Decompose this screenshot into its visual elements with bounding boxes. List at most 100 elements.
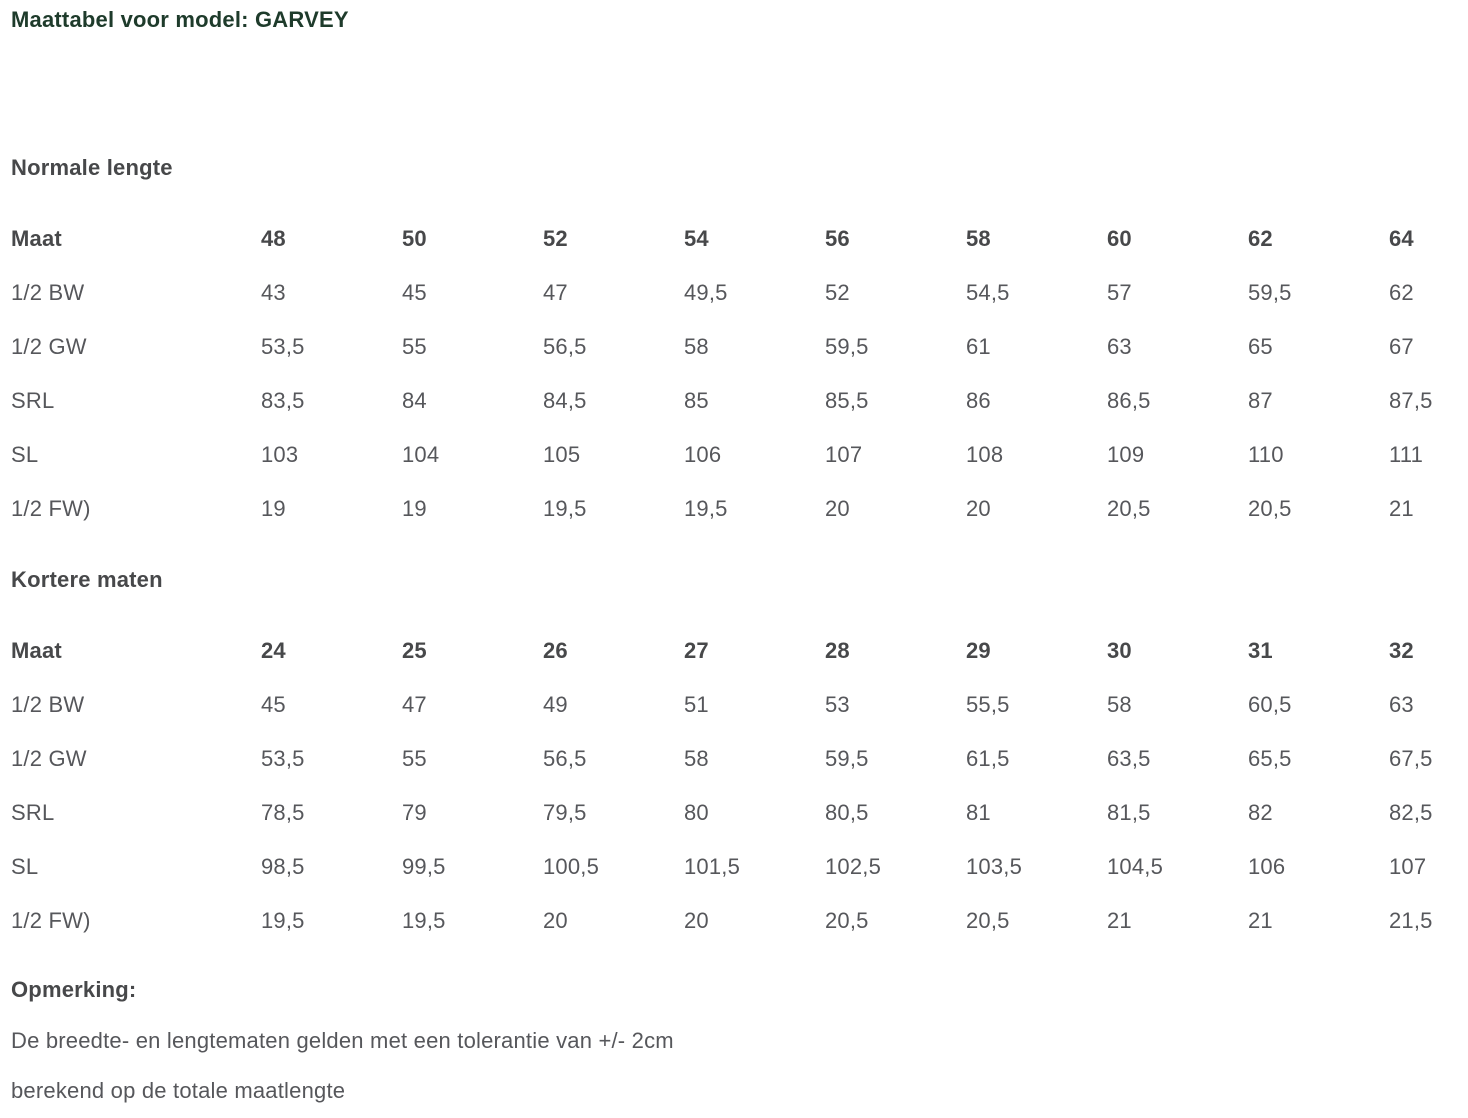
page-title: Maattabel voor model: GARVEY — [11, 7, 349, 32]
measurement-value: 20 — [825, 496, 850, 521]
measurement-value: 79 — [402, 800, 427, 825]
measurement-value: 56,5 — [543, 746, 587, 771]
measurement-value: 54,5 — [966, 280, 1010, 305]
measurement-value: 101,5 — [684, 854, 741, 879]
measurement-value: 79,5 — [543, 800, 587, 825]
measurement-value: 85,5 — [825, 388, 869, 413]
size-column-header: 64 — [1389, 226, 1414, 251]
measurement-value: 82 — [1248, 800, 1273, 825]
measurement-value: 58 — [1107, 692, 1132, 717]
measurement-value: 107 — [825, 442, 863, 467]
measurement-value: 98,5 — [261, 854, 305, 879]
section-kortere-maten: Kortere maten Maat 24 25 26 27 28 29 30 31 32 1/2… — [11, 566, 1457, 948]
measurement-value: 19 — [261, 496, 286, 521]
size-column-header: 28 — [825, 638, 850, 663]
measurement-value: 107 — [1389, 854, 1427, 879]
measurement-value: 43 — [261, 280, 286, 305]
size-column-header: 58 — [966, 226, 991, 251]
measurement-row: 1/2 BW 43 45 47 49,5 52 54,5 57 59,5 62 — [11, 266, 1457, 320]
measurement-value: 21 — [1107, 908, 1132, 933]
measurement-value: 63 — [1107, 334, 1132, 359]
measurement-value: 84 — [402, 388, 427, 413]
size-table-corner-label: Maat — [11, 638, 62, 663]
measurement-label: 1/2 FW) — [11, 496, 91, 521]
measurement-value: 82,5 — [1389, 800, 1433, 825]
measurement-row: SL 103 104 105 106 107 108 109 110 111 — [11, 428, 1457, 482]
measurement-value: 20,5 — [966, 908, 1010, 933]
measurement-value: 20 — [966, 496, 991, 521]
size-column-header: 29 — [966, 638, 991, 663]
measurement-value: 103,5 — [966, 854, 1023, 879]
measurement-label: SL — [11, 442, 39, 467]
measurement-value: 55 — [402, 746, 427, 771]
measurement-value: 110 — [1248, 442, 1284, 467]
measurement-row: 1/2 FW) 19 19 19,5 19,5 20 20 20,5 20,5 21 — [11, 482, 1457, 536]
measurement-value: 85 — [684, 388, 709, 413]
measurement-value: 51 — [684, 692, 709, 717]
size-table-normale-lengte: Maat 48 50 52 54 56 58 60 62 64 1/2 BW 43 45 47 49,5 5… — [11, 212, 1457, 536]
measurement-value: 67,5 — [1389, 746, 1433, 771]
measurement-row: 1/2 GW 53,5 55 56,5 58 59,5 61,5 63,5 65,5 67,5 — [11, 732, 1457, 786]
measurement-value: 87 — [1248, 388, 1273, 413]
size-header-row: Maat 48 50 52 54 56 58 60 62 64 — [11, 212, 1457, 266]
measurement-value: 61 — [966, 334, 991, 359]
size-column-header: 50 — [402, 226, 427, 251]
size-column-header: 32 — [1389, 638, 1414, 663]
section-heading-normale-lengte: Normale lengte — [11, 155, 173, 180]
measurement-value: 61,5 — [966, 746, 1010, 771]
measurement-label: 1/2 BW — [11, 692, 85, 717]
measurement-value: 20 — [684, 908, 709, 933]
measurement-value: 20,5 — [1107, 496, 1151, 521]
measurement-value: 21,5 — [1389, 908, 1433, 933]
measurement-value: 104,5 — [1107, 854, 1164, 879]
measurement-value: 49,5 — [684, 280, 728, 305]
measurement-value: 111 — [1389, 442, 1424, 467]
measurement-value: 83,5 — [261, 388, 305, 413]
measurement-value: 65 — [1248, 334, 1273, 359]
measurement-value: 59,5 — [1248, 280, 1292, 305]
size-column-header: 24 — [261, 638, 286, 663]
measurement-row: SRL 83,5 84 84,5 85 85,5 86 86,5 87 87,5 — [11, 374, 1457, 428]
measurement-value: 67 — [1389, 334, 1414, 359]
measurement-value: 53,5 — [261, 334, 305, 359]
size-column-header: 25 — [402, 638, 427, 663]
size-column-header: 54 — [684, 226, 709, 251]
measurement-value: 86,5 — [1107, 388, 1151, 413]
measurement-value: 21 — [1248, 908, 1273, 933]
measurement-value: 105 — [543, 442, 581, 467]
section-heading-kortere-maten: Kortere maten — [11, 567, 163, 592]
measurement-value: 19,5 — [261, 908, 305, 933]
measurement-value: 20 — [543, 908, 568, 933]
measurement-value: 45 — [261, 692, 286, 717]
size-column-header: 52 — [543, 226, 568, 251]
measurement-value: 62 — [1389, 280, 1414, 305]
measurement-label: 1/2 GW — [11, 334, 87, 359]
measurement-value: 20,5 — [825, 908, 869, 933]
measurement-value: 100,5 — [543, 854, 600, 879]
measurement-value: 57 — [1107, 280, 1132, 305]
measurement-row: 1/2 FW) 19,5 19,5 20 20 20,5 20,5 21 21 21,5 — [11, 894, 1457, 948]
measurement-value: 59,5 — [825, 334, 869, 359]
measurement-value: 55,5 — [966, 692, 1010, 717]
measurement-label: SRL — [11, 388, 55, 413]
note-line: berekend op de totale maatlengte — [11, 1078, 346, 1103]
size-column-header: 30 — [1107, 638, 1132, 663]
size-table-corner-label: Maat — [11, 226, 62, 251]
size-column-header: 26 — [543, 638, 568, 663]
measurement-value: 109 — [1107, 442, 1145, 467]
measurement-value: 53,5 — [261, 746, 305, 771]
measurement-label: SL — [11, 854, 39, 879]
size-column-header: 48 — [261, 226, 286, 251]
size-table-kortere-maten: Maat 24 25 26 27 28 29 30 31 32 1/2 BW 45 47 49 51 53 5… — [11, 624, 1457, 948]
measurement-value: 87,5 — [1389, 388, 1433, 413]
measurement-value: 59,5 — [825, 746, 869, 771]
measurement-value: 78,5 — [261, 800, 305, 825]
measurement-value: 80,5 — [825, 800, 869, 825]
measurement-value: 102,5 — [825, 854, 882, 879]
note-heading: Opmerking: — [11, 977, 137, 1002]
note-section: Opmerking: De breedte- en lengtematen ge… — [11, 976, 1457, 1116]
measurement-value: 45 — [402, 280, 427, 305]
measurement-value: 104 — [402, 442, 440, 467]
measurement-value: 58 — [684, 334, 709, 359]
measurement-value: 47 — [402, 692, 427, 717]
